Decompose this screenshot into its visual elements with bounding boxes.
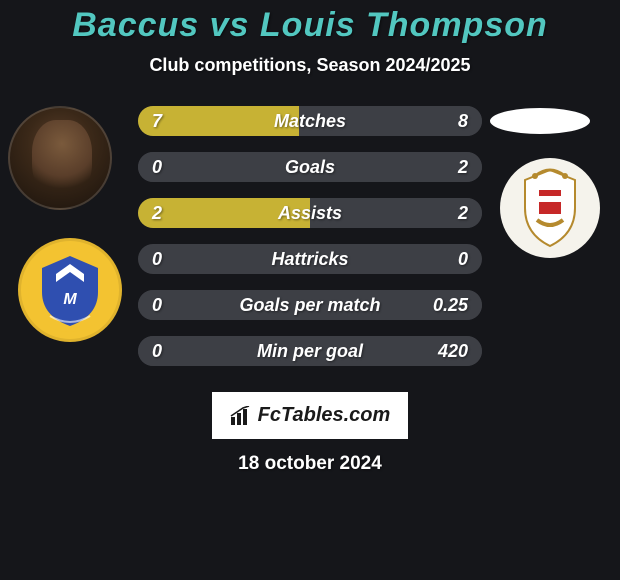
stat-rows: 78Matches 02Goals 22Assists 00Hattricks 00.2… bbox=[138, 106, 482, 382]
svg-text:M: M bbox=[63, 291, 77, 308]
brand-box: FcTables.com bbox=[212, 392, 409, 439]
stat-label: Goals per match bbox=[138, 290, 482, 320]
comparison-card: Baccus vs Louis Thompson Club competitio… bbox=[0, 0, 620, 580]
stat-label: Matches bbox=[138, 106, 482, 136]
stat-label: Min per goal bbox=[138, 336, 482, 366]
stat-row: 00Hattricks bbox=[138, 244, 482, 274]
stat-row: 22Assists bbox=[138, 198, 482, 228]
chart-icon bbox=[230, 406, 252, 426]
stat-row: 0420Min per goal bbox=[138, 336, 482, 366]
page-title: Baccus vs Louis Thompson bbox=[0, 0, 620, 45]
stat-row: 02Goals bbox=[138, 152, 482, 182]
date-text: 18 october 2024 bbox=[0, 453, 620, 475]
player-avatar-left bbox=[8, 106, 112, 210]
club-crest-left: M bbox=[18, 238, 122, 342]
shield-icon bbox=[515, 168, 585, 248]
player-avatar-right-placeholder bbox=[490, 108, 590, 134]
stat-label: Assists bbox=[138, 198, 482, 228]
brand-text: FcTables.com bbox=[258, 404, 391, 427]
footer: FcTables.com 18 october 2024 bbox=[0, 392, 620, 475]
club-crest-right bbox=[500, 158, 600, 258]
stat-row: 00.25Goals per match bbox=[138, 290, 482, 320]
stats-area: M 78Matches 02Goals 22Assists 00Hattricks 00… bbox=[0, 106, 620, 386]
shield-icon: M bbox=[26, 246, 114, 334]
stat-row: 78Matches bbox=[138, 106, 482, 136]
stat-label: Hattricks bbox=[138, 244, 482, 274]
subtitle: Club competitions, Season 2024/2025 bbox=[0, 55, 620, 76]
stat-label: Goals bbox=[138, 152, 482, 182]
